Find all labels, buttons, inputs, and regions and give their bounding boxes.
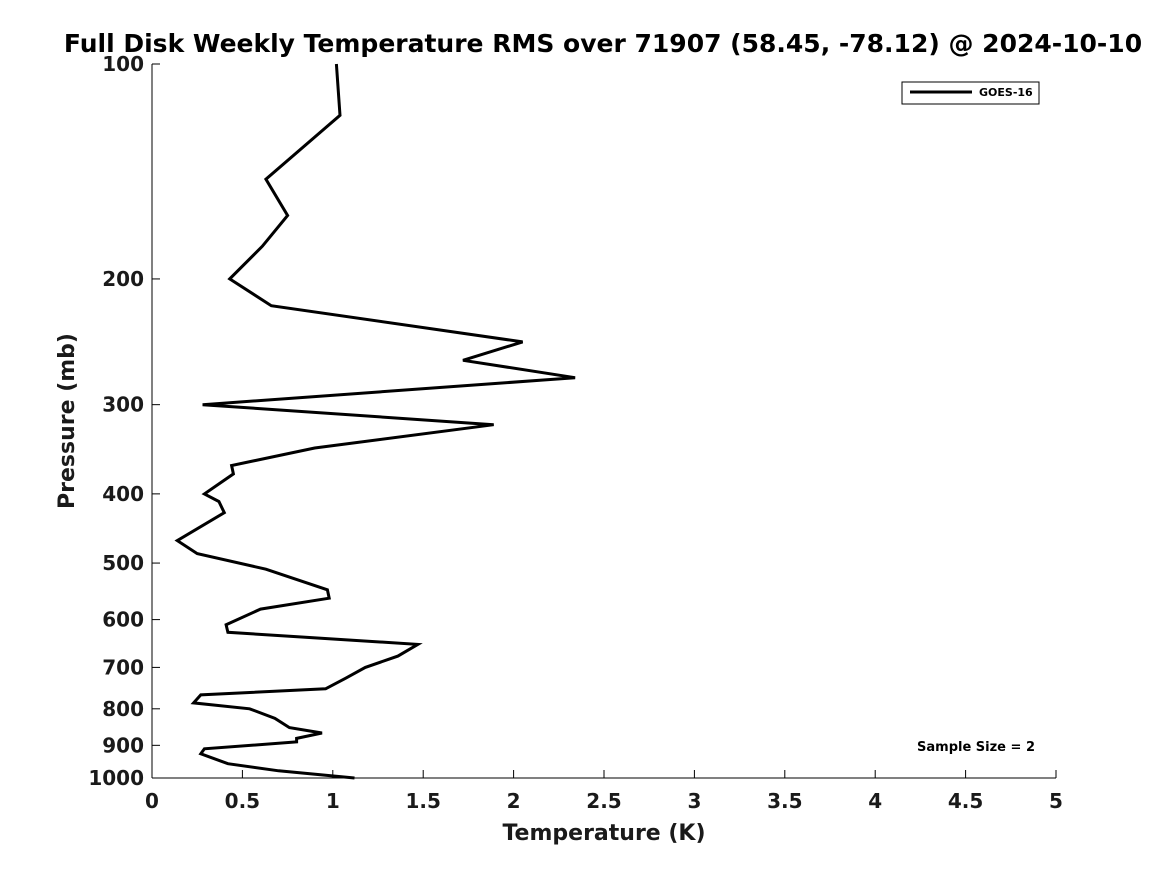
x-tick-label: 3.5 — [767, 789, 802, 813]
x-axis-label: Temperature (K) — [502, 821, 705, 846]
y-tick-label: 900 — [102, 733, 144, 757]
x-tick-label: 0.5 — [225, 789, 260, 813]
chart-title: Full Disk Weekly Temperature RMS over 71… — [64, 29, 1142, 58]
x-tick-label: 5 — [1049, 789, 1063, 813]
y-tick-label: 600 — [102, 608, 144, 632]
y-ticks: 100 200 300 400 500 600 700 800 900 1000 — [88, 52, 160, 790]
x-tick-label: 2 — [507, 789, 521, 813]
series-line-goes16 — [174, 63, 576, 780]
x-tick-label: 0 — [145, 789, 159, 813]
legend: GOES-16 — [901, 81, 1040, 105]
y-tick-label: 1000 — [88, 766, 144, 790]
y-tick-label: 800 — [102, 697, 144, 721]
y-tick-label: 200 — [102, 267, 144, 291]
y-tick-label: 300 — [102, 393, 144, 417]
y-tick-label: 100 — [102, 52, 144, 76]
x-tick-label: 2.5 — [586, 789, 621, 813]
y-tick-label: 700 — [102, 655, 144, 679]
x-tick-label: 1 — [326, 789, 340, 813]
y-tick-label: 400 — [102, 482, 144, 506]
y-tick-label: 500 — [102, 551, 144, 575]
y-axis-label: Pressure (mb) — [55, 333, 80, 509]
x-tick-label: 3 — [687, 789, 701, 813]
x-ticks: 0 0.5 1 1.5 2 2.5 3 3.5 4 4.5 5 — [145, 770, 1063, 813]
sample-size-annotation: Sample Size = 2 — [917, 740, 1035, 755]
x-tick-label: 4 — [868, 789, 882, 813]
legend-label-goes16: GOES-16 — [979, 86, 1033, 99]
x-tick-label: 1.5 — [405, 789, 440, 813]
x-tick-label: 4.5 — [948, 789, 983, 813]
